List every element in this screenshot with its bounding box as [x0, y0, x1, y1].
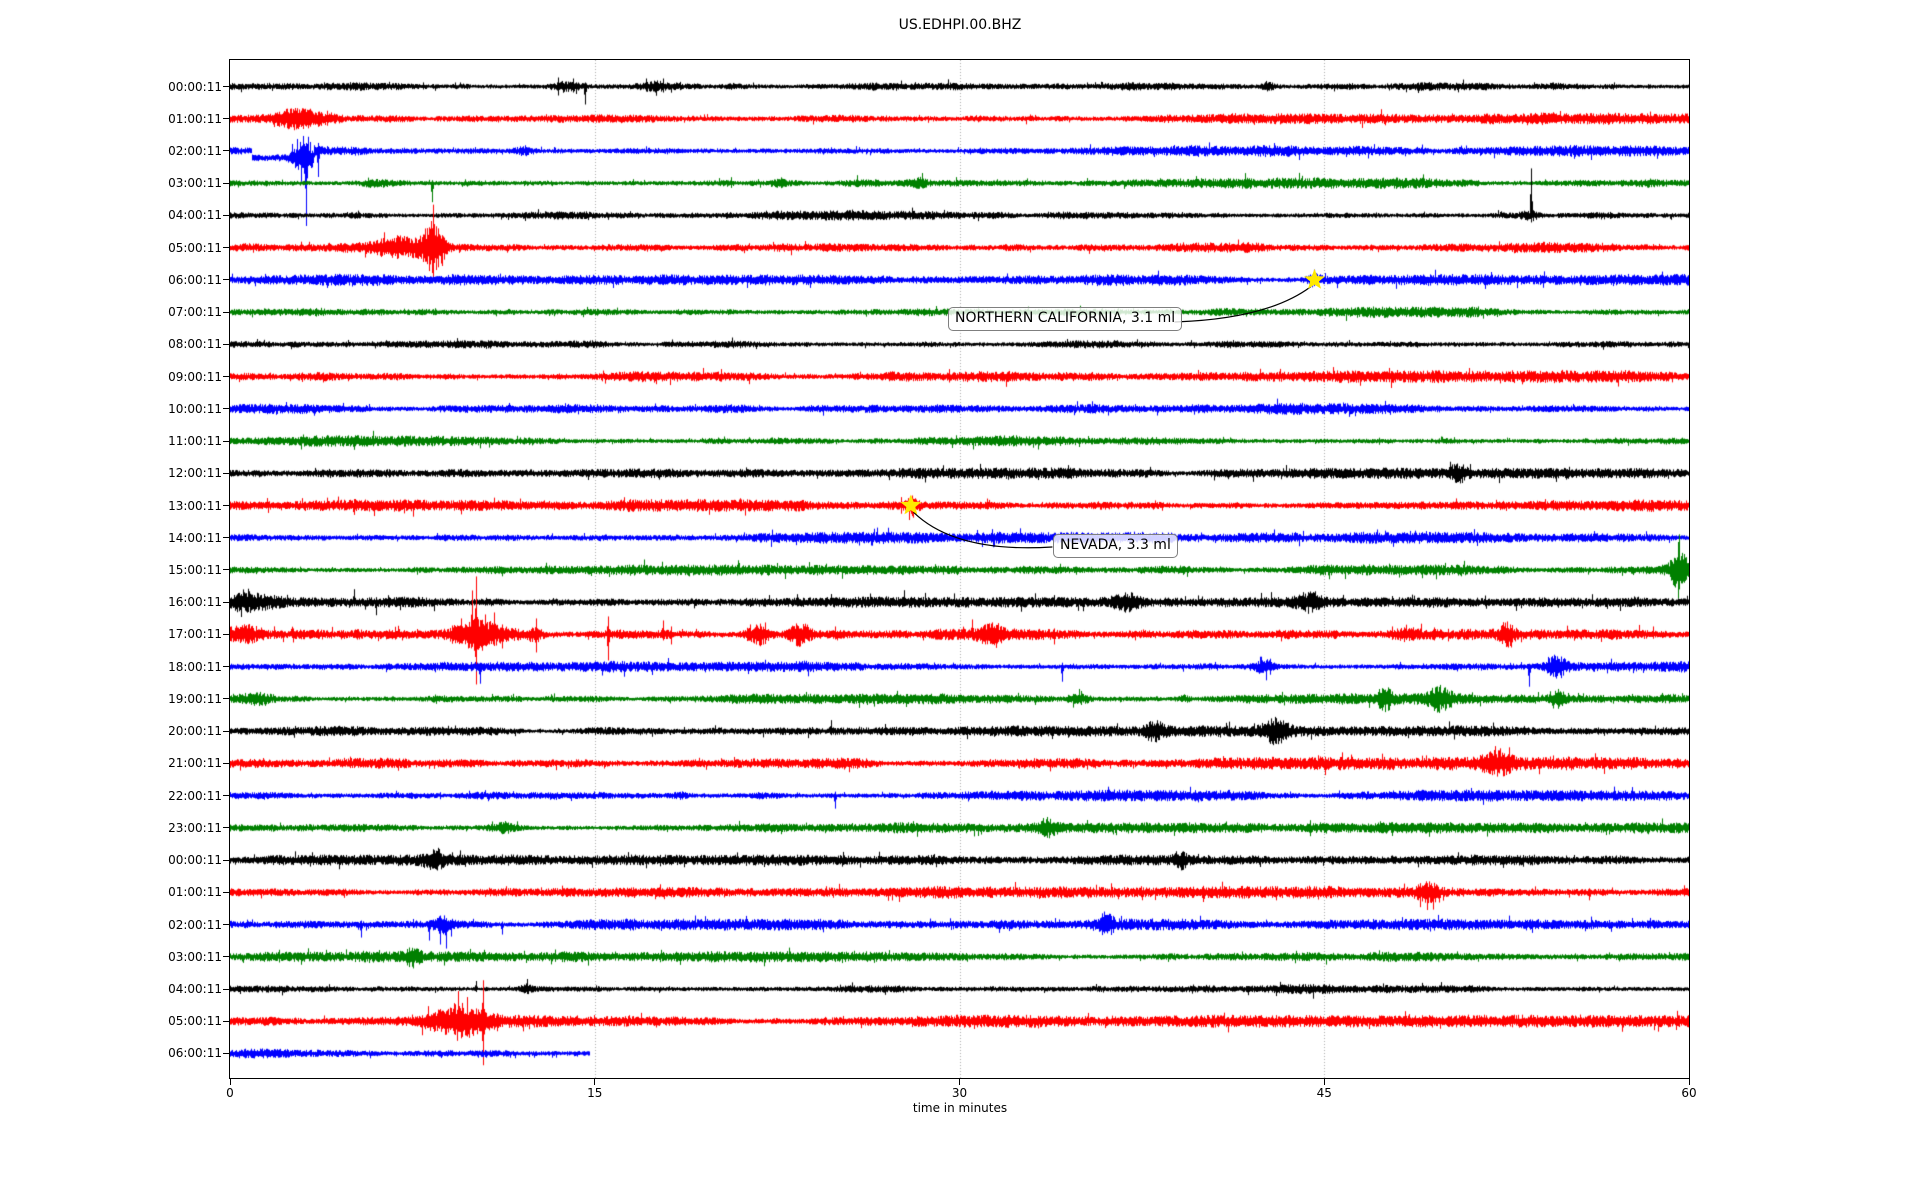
y-tickmark [223, 956, 229, 958]
y-tick-label: 03:00:11 [168, 176, 222, 191]
y-tick-label: 02:00:11 [168, 917, 222, 932]
y-tick-label: 18:00:11 [168, 659, 222, 674]
plot-area [229, 59, 1690, 1079]
y-tick-label: 12:00:11 [168, 466, 222, 481]
x-tick-label: 15 [587, 1086, 603, 1100]
y-tickmark [223, 569, 229, 571]
y-tickmark [223, 472, 229, 474]
x-tick-label: 30 [951, 1086, 968, 1100]
y-tick-label: 23:00:11 [168, 820, 222, 835]
y-tick-label: 20:00:11 [168, 724, 222, 739]
y-tickmark [223, 698, 229, 700]
y-tick-label: 04:00:11 [168, 208, 222, 223]
x-tick-label: 45 [1316, 1086, 1332, 1100]
y-tick-label: 08:00:11 [168, 337, 222, 352]
y-tickmark [223, 601, 229, 603]
y-tickmark [223, 1020, 229, 1022]
y-tickmark [223, 666, 229, 668]
y-tick-label: 05:00:11 [168, 240, 222, 255]
y-tick-label: 19:00:11 [168, 691, 222, 706]
y-tickmark [223, 891, 229, 893]
y-tick-label: 01:00:11 [168, 111, 222, 126]
y-tick-label: 00:00:11 [168, 853, 222, 868]
x-tickmark [1688, 1079, 1690, 1085]
y-tickmark [223, 150, 229, 152]
y-tickmark [223, 827, 229, 829]
y-tick-label: 17:00:11 [168, 627, 222, 642]
y-tickmark [223, 440, 229, 442]
y-tickmark [223, 214, 229, 216]
y-tickmark [223, 730, 229, 732]
y-tick-label: 06:00:11 [168, 272, 222, 287]
y-tick-label: 22:00:11 [168, 788, 222, 803]
y-tickmark [223, 376, 229, 378]
y-tick-label: 10:00:11 [168, 401, 222, 416]
y-tickmark [223, 247, 229, 249]
y-tick-label: 14:00:11 [168, 530, 222, 545]
y-tickmark [223, 408, 229, 410]
annotation-nevada: NEVADA, 3.3 ml [1053, 534, 1178, 558]
y-tick-label: 03:00:11 [168, 949, 222, 964]
y-tickmark [223, 795, 229, 797]
x-tickmark [1323, 1079, 1325, 1085]
x-tick-label: 60 [1681, 1086, 1697, 1100]
y-tickmark [223, 118, 229, 120]
x-tickmark [229, 1079, 231, 1085]
y-tick-label: 16:00:11 [168, 595, 222, 610]
y-tickmark [223, 633, 229, 635]
y-tickmark [223, 86, 229, 87]
y-tickmark [223, 762, 229, 764]
plot-title: US.EDHPI.00.BHZ [898, 17, 1022, 33]
y-tickmark [223, 537, 229, 539]
y-tickmark [223, 311, 229, 313]
y-tickmark [223, 182, 229, 184]
x-tickmark [594, 1079, 596, 1085]
y-tickmark [223, 343, 229, 345]
annotation-northern-california: NORTHERN CALIFORNIA, 3.1 ml [948, 307, 1183, 331]
y-tickmark [223, 859, 229, 861]
y-tick-label: 04:00:11 [168, 982, 222, 997]
y-tick-label: 11:00:11 [168, 434, 222, 449]
y-tick-label: 07:00:11 [168, 305, 222, 320]
y-tick-label: 02:00:11 [168, 143, 222, 158]
y-tick-label: 15:00:11 [168, 562, 222, 577]
x-tick-label: 0 [226, 1086, 234, 1100]
y-tickmark [223, 1052, 229, 1054]
y-tick-label: 09:00:11 [168, 369, 222, 384]
waveform-canvas [230, 60, 1689, 1078]
y-tick-label: 13:00:11 [168, 498, 222, 513]
y-tickmark [223, 505, 229, 507]
y-tick-label: 21:00:11 [168, 756, 222, 771]
y-tickmark [223, 279, 229, 281]
y-tick-label: 01:00:11 [168, 885, 222, 900]
x-tickmark [959, 1079, 960, 1085]
y-tickmark [223, 988, 229, 990]
y-tick-label: 06:00:11 [168, 1046, 222, 1061]
y-tickmark [223, 924, 229, 926]
y-tick-label: 00:00:11 [168, 79, 222, 94]
y-tick-label: 05:00:11 [168, 1014, 222, 1029]
x-axis-title: time in minutes [912, 1101, 1008, 1115]
